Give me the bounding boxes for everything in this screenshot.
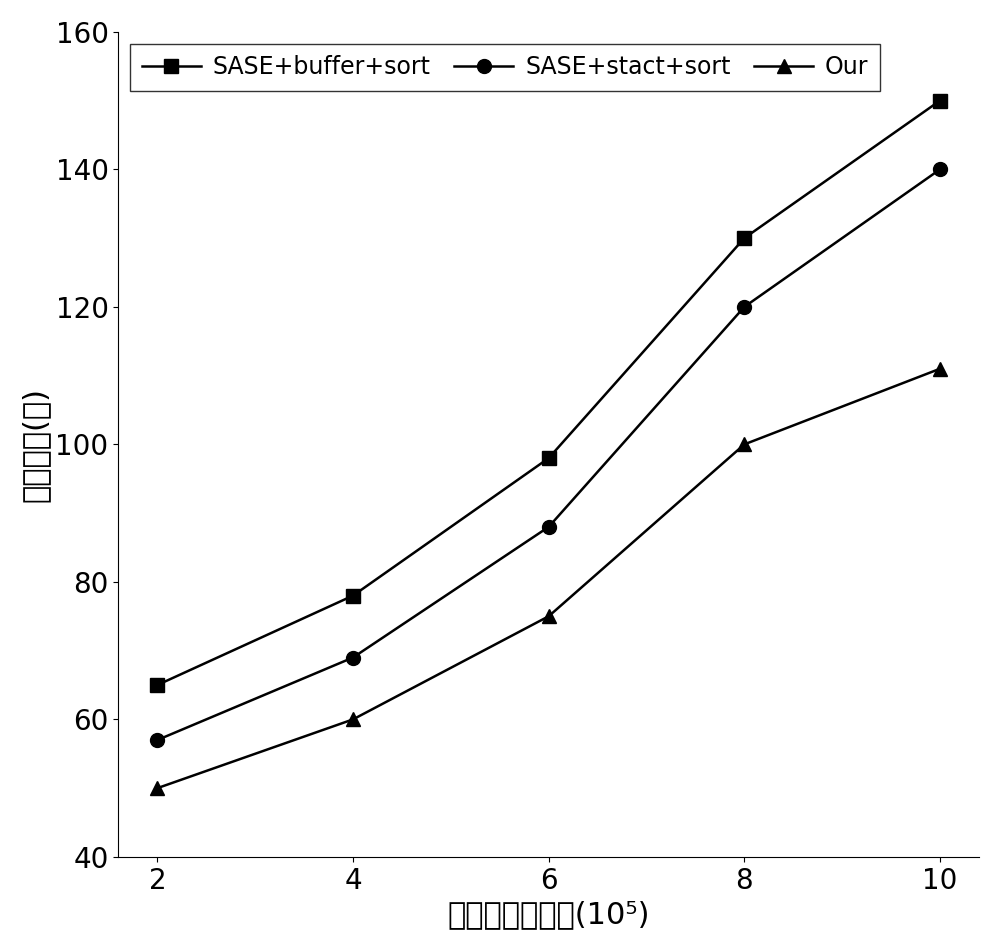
Our: [347, 713, 359, 725]
Our: [151, 783, 163, 794]
SASE+buffer+sort: [543, 452, 555, 464]
SASE+buffer+sort: [151, 679, 163, 691]
Legend: SASE+buffer+sort, SASE+stact+sort, Our: SASE+buffer+sort, SASE+stact+sort, Our: [130, 44, 880, 91]
Y-axis label: 检测时间(秒): 检测时间(秒): [21, 387, 50, 502]
SASE+stact+sort: [543, 522, 555, 533]
SASE+buffer+sort: [738, 233, 750, 244]
X-axis label: 乱序数据流规模(10⁵): 乱序数据流规模(10⁵): [447, 901, 650, 929]
SASE+stact+sort: [347, 652, 359, 663]
SASE+buffer+sort: [934, 95, 946, 106]
Our: [934, 363, 946, 374]
Line: Our: Our: [150, 362, 947, 795]
Our: [543, 611, 555, 622]
SASE+buffer+sort: [347, 590, 359, 601]
SASE+stact+sort: [738, 301, 750, 313]
SASE+stact+sort: [934, 163, 946, 175]
Our: [738, 439, 750, 450]
Line: SASE+buffer+sort: SASE+buffer+sort: [150, 94, 947, 692]
SASE+stact+sort: [151, 734, 163, 746]
Line: SASE+stact+sort: SASE+stact+sort: [150, 162, 947, 747]
